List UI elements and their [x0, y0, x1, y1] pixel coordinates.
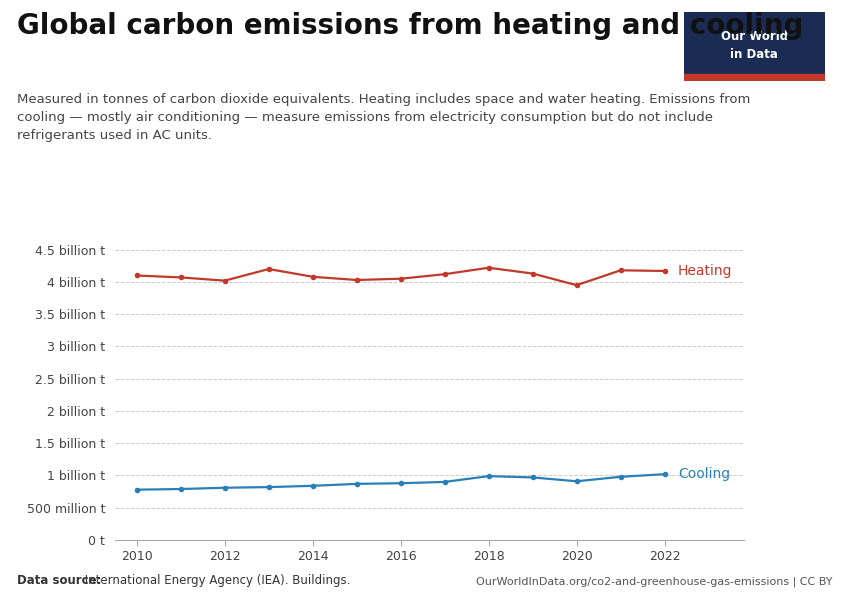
Text: Data source:: Data source:: [17, 574, 101, 587]
Text: Measured in tonnes of carbon dioxide equivalents. Heating includes space and wat: Measured in tonnes of carbon dioxide equ…: [17, 93, 751, 142]
Text: International Energy Agency (IEA). Buildings.: International Energy Agency (IEA). Build…: [81, 574, 350, 587]
Text: Global carbon emissions from heating and cooling: Global carbon emissions from heating and…: [17, 12, 803, 40]
Text: Cooling: Cooling: [677, 467, 730, 481]
Bar: [684, 74, 824, 81]
Text: in Data: in Data: [730, 48, 779, 61]
Text: OurWorldInData.org/co2-and-greenhouse-gas-emissions | CC BY: OurWorldInData.org/co2-and-greenhouse-ga…: [477, 576, 833, 587]
Text: Our World: Our World: [721, 29, 788, 43]
Text: Heating: Heating: [677, 264, 732, 278]
